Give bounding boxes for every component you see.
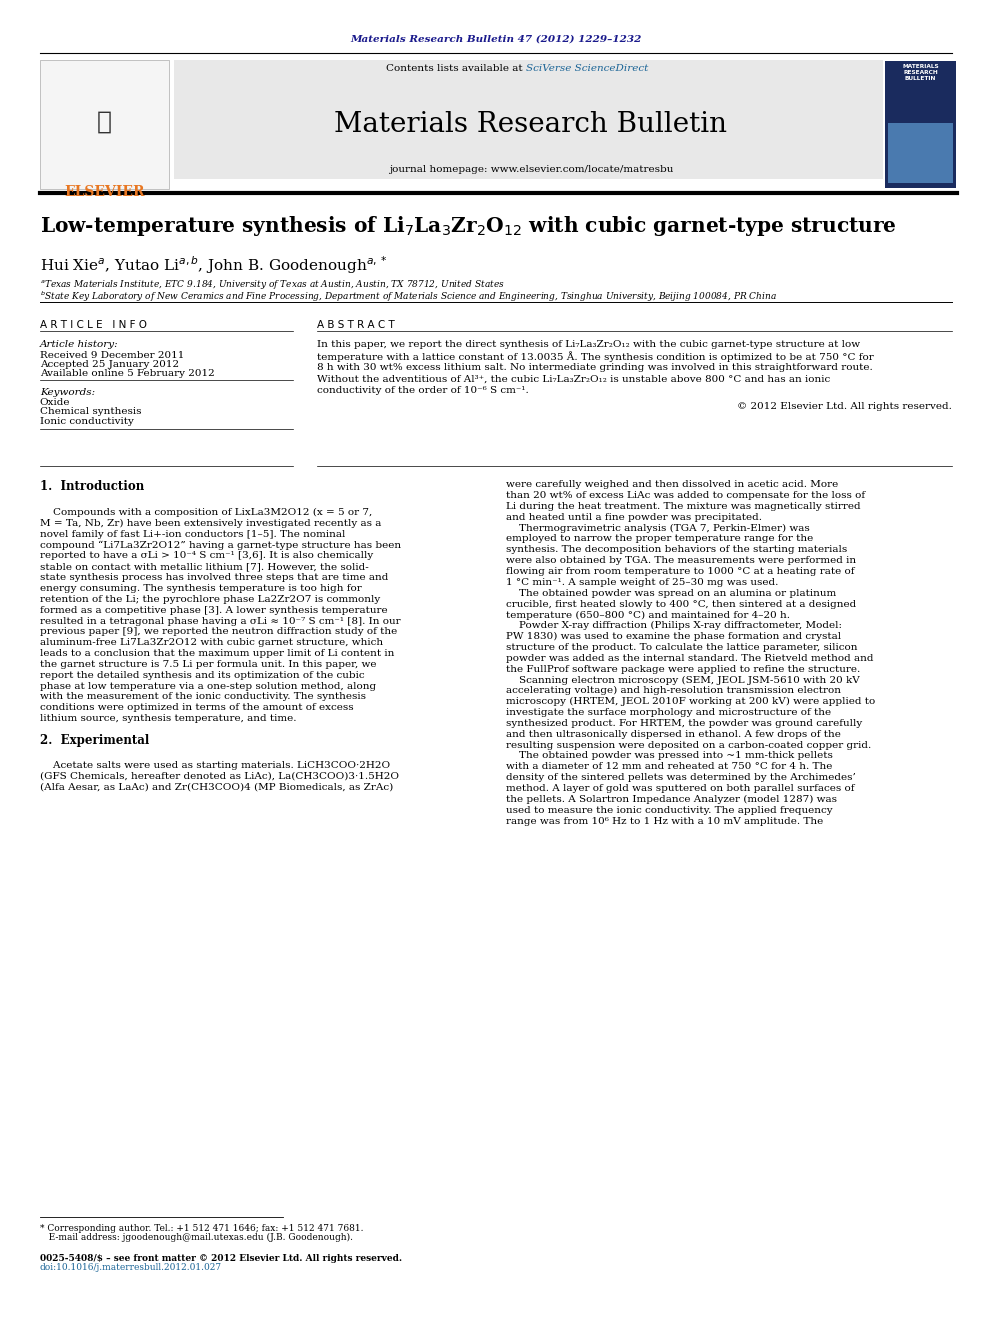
Text: Available online 5 February 2012: Available online 5 February 2012 <box>40 369 214 378</box>
Text: temperature (650–800 °C) and maintained for 4–20 h.: temperature (650–800 °C) and maintained … <box>506 610 790 619</box>
Text: crucible, first heated slowly to 400 °C, then sintered at a designed: crucible, first heated slowly to 400 °C,… <box>506 599 856 609</box>
Text: compound “Li7La3Zr2O12” having a garnet-type structure has been: compound “Li7La3Zr2O12” having a garnet-… <box>40 541 401 550</box>
Text: leads to a conclusion that the maximum upper limit of Li content in: leads to a conclusion that the maximum u… <box>40 650 394 658</box>
Text: Scanning electron microscopy (SEM, JEOL JSM-5610 with 20 kV: Scanning electron microscopy (SEM, JEOL … <box>506 676 860 684</box>
Text: accelerating voltage) and high-resolution transmission electron: accelerating voltage) and high-resolutio… <box>506 687 841 696</box>
Text: 8 h with 30 wt% excess lithium salt. No intermediate grinding was involved in th: 8 h with 30 wt% excess lithium salt. No … <box>317 363 873 372</box>
Text: Powder X-ray diffraction (Philips X-ray diffractometer, Model:: Powder X-ray diffraction (Philips X-ray … <box>506 622 842 630</box>
Text: Hui Xie$^a$, Yutao Li$^{a,b}$, John B. Goodenough$^{a,*}$: Hui Xie$^a$, Yutao Li$^{a,b}$, John B. G… <box>40 254 387 275</box>
Text: resulted in a tetragonal phase having a σLi ≈ 10⁻⁷ S cm⁻¹ [8]. In our: resulted in a tetragonal phase having a … <box>40 617 401 626</box>
Text: Ionic conductivity: Ionic conductivity <box>40 417 134 426</box>
Text: M = Ta, Nb, Zr) have been extensively investigated recently as a: M = Ta, Nb, Zr) have been extensively in… <box>40 519 381 528</box>
Text: 🌲: 🌲 <box>96 110 112 134</box>
Text: Without the adventitious of Al³⁺, the cubic Li₇La₃Zr₂O₁₂ is unstable above 800 °: Without the adventitious of Al³⁺, the cu… <box>317 374 830 384</box>
Text: Accepted 25 January 2012: Accepted 25 January 2012 <box>40 360 179 369</box>
Text: Thermogravimetric analysis (TGA 7, Perkin-Elmer) was: Thermogravimetric analysis (TGA 7, Perki… <box>506 524 809 533</box>
Text: flowing air from room temperature to 1000 °C at a heating rate of: flowing air from room temperature to 100… <box>506 568 854 576</box>
Text: Contents lists available at: Contents lists available at <box>386 64 526 73</box>
Text: The obtained powder was spread on an alumina or platinum: The obtained powder was spread on an alu… <box>506 589 836 598</box>
Text: ELSEVIER: ELSEVIER <box>63 185 145 200</box>
Text: report the detailed synthesis and its optimization of the cubic: report the detailed synthesis and its op… <box>40 671 364 680</box>
Text: MATERIALS
RESEARCH
BULLETIN: MATERIALS RESEARCH BULLETIN <box>903 64 938 81</box>
Text: phase at low temperature via a one-step solution method, along: phase at low temperature via a one-step … <box>40 681 376 691</box>
Text: The obtained powder was pressed into ~1 mm-thick pellets: The obtained powder was pressed into ~1 … <box>506 751 833 761</box>
Text: reported to have a σLi > 10⁻⁴ S cm⁻¹ [3,6]. It is also chemically: reported to have a σLi > 10⁻⁴ S cm⁻¹ [3,… <box>40 552 373 561</box>
Text: Chemical synthesis: Chemical synthesis <box>40 407 141 417</box>
Text: Low-temperature synthesis of Li$_7$La$_3$Zr$_2$O$_{12}$ with cubic garnet-type s: Low-temperature synthesis of Li$_7$La$_3… <box>40 214 897 238</box>
Text: formed as a competitive phase [3]. A lower synthesis temperature: formed as a competitive phase [3]. A low… <box>40 606 387 615</box>
Text: Materials Research Bulletin 47 (2012) 1229–1232: Materials Research Bulletin 47 (2012) 12… <box>350 34 642 44</box>
Text: stable on contact with metallic lithium [7]. However, the solid-: stable on contact with metallic lithium … <box>40 562 368 572</box>
Text: synthesized product. For HRTEM, the powder was ground carefully: synthesized product. For HRTEM, the powd… <box>506 718 862 728</box>
Text: 2.  Experimental: 2. Experimental <box>40 734 149 747</box>
Text: state synthesis process has involved three steps that are time and: state synthesis process has involved thr… <box>40 573 388 582</box>
Text: the garnet structure is 7.5 Li per formula unit. In this paper, we: the garnet structure is 7.5 Li per formu… <box>40 660 376 669</box>
Text: synthesis. The decomposition behaviors of the starting materials: synthesis. The decomposition behaviors o… <box>506 545 847 554</box>
Text: Oxide: Oxide <box>40 398 70 407</box>
Text: Acetate salts were used as starting materials. LiCH3COO·2H2O: Acetate salts were used as starting mate… <box>40 761 390 770</box>
Text: In this paper, we report the direct synthesis of Li₇La₃Zr₂O₁₂ with the cubic gar: In this paper, we report the direct synt… <box>317 340 861 349</box>
Text: Keywords:: Keywords: <box>40 388 95 397</box>
Bar <box>885 61 956 188</box>
Text: structure of the product. To calculate the lattice parameter, silicon: structure of the product. To calculate t… <box>506 643 857 652</box>
Text: previous paper [9], we reported the neutron diffraction study of the: previous paper [9], we reported the neut… <box>40 627 397 636</box>
Bar <box>174 60 883 179</box>
Text: 1.  Introduction: 1. Introduction <box>40 480 144 493</box>
Text: and then ultrasonically dispersed in ethanol. A few drops of the: and then ultrasonically dispersed in eth… <box>506 730 841 738</box>
Text: (Alfa Aesar, as LaAc) and Zr(CH3COO)4 (MP Biomedicals, as ZrAc): (Alfa Aesar, as LaAc) and Zr(CH3COO)4 (M… <box>40 782 393 791</box>
Text: with the measurement of the ionic conductivity. The synthesis: with the measurement of the ionic conduc… <box>40 692 366 701</box>
Text: than 20 wt% of excess LiAc was added to compensate for the loss of: than 20 wt% of excess LiAc was added to … <box>506 491 865 500</box>
Text: 0025-5408/$ – see front matter © 2012 Elsevier Ltd. All rights reserved.: 0025-5408/$ – see front matter © 2012 El… <box>40 1254 402 1263</box>
Text: used to measure the ionic conductivity. The applied frequency: used to measure the ionic conductivity. … <box>506 806 832 815</box>
Text: (GFS Chemicals, hereafter denoted as LiAc), La(CH3COO)3·1.5H2O: (GFS Chemicals, hereafter denoted as LiA… <box>40 771 399 781</box>
Text: journal homepage: www.elsevier.com/locate/matresbu: journal homepage: www.elsevier.com/locat… <box>389 165 673 175</box>
Text: range was from 10⁶ Hz to 1 Hz with a 10 mV amplitude. The: range was from 10⁶ Hz to 1 Hz with a 10 … <box>506 816 823 826</box>
Text: were also obtained by TGA. The measurements were performed in: were also obtained by TGA. The measureme… <box>506 556 856 565</box>
Text: method. A layer of gold was sputtered on both parallel surfaces of: method. A layer of gold was sputtered on… <box>506 785 854 792</box>
Text: © 2012 Elsevier Ltd. All rights reserved.: © 2012 Elsevier Ltd. All rights reserved… <box>737 402 952 410</box>
Text: microscopy (HRTEM, JEOL 2010F working at 200 kV) were applied to: microscopy (HRTEM, JEOL 2010F working at… <box>506 697 875 706</box>
Text: resulting suspension were deposited on a carbon-coated copper grid.: resulting suspension were deposited on a… <box>506 741 871 750</box>
Text: Compounds with a composition of LixLa3M2O12 (x = 5 or 7,: Compounds with a composition of LixLa3M2… <box>40 508 372 517</box>
Text: were carefully weighed and then dissolved in acetic acid. More: were carefully weighed and then dissolve… <box>506 480 838 490</box>
Text: retention of the Li; the pyrochlore phase La2Zr2O7 is commonly: retention of the Li; the pyrochlore phas… <box>40 595 380 603</box>
Text: lithium source, synthesis temperature, and time.: lithium source, synthesis temperature, a… <box>40 714 297 724</box>
Text: Article history:: Article history: <box>40 340 118 349</box>
Text: A B S T R A C T: A B S T R A C T <box>317 320 395 331</box>
Text: aluminum-free Li7La3Zr2O12 with cubic garnet structure, which: aluminum-free Li7La3Zr2O12 with cubic ga… <box>40 638 383 647</box>
Text: temperature with a lattice constant of 13.0035 Å. The synthesis condition is opt: temperature with a lattice constant of 1… <box>317 352 874 363</box>
Text: A R T I C L E   I N F O: A R T I C L E I N F O <box>40 320 147 331</box>
Text: conditions were optimized in terms of the amount of excess: conditions were optimized in terms of th… <box>40 704 353 712</box>
Text: the pellets. A Solartron Impedance Analyzer (model 1287) was: the pellets. A Solartron Impedance Analy… <box>506 795 837 804</box>
Bar <box>888 123 953 183</box>
Text: and heated until a fine powder was precipitated.: and heated until a fine powder was preci… <box>506 513 762 521</box>
Text: conductivity of the order of 10⁻⁶ S cm⁻¹.: conductivity of the order of 10⁻⁶ S cm⁻¹… <box>317 386 529 396</box>
Text: density of the sintered pellets was determined by the Archimedes’: density of the sintered pellets was dete… <box>506 773 856 782</box>
Text: novel family of fast Li+-ion conductors [1–5]. The nominal: novel family of fast Li+-ion conductors … <box>40 529 345 538</box>
Bar <box>40 60 169 189</box>
Text: Received 9 December 2011: Received 9 December 2011 <box>40 351 185 360</box>
Text: the FullProf software package were applied to refine the structure.: the FullProf software package were appli… <box>506 664 860 673</box>
Text: Materials Research Bulletin: Materials Research Bulletin <box>334 111 727 138</box>
Text: SciVerse ScienceDirect: SciVerse ScienceDirect <box>526 64 648 73</box>
Text: $^a$Texas Materials Institute, ETC 9.184, University of Texas at Austin, Austin,: $^a$Texas Materials Institute, ETC 9.184… <box>40 278 504 291</box>
Text: * Corresponding author. Tel.: +1 512 471 1646; fax: +1 512 471 7681.: * Corresponding author. Tel.: +1 512 471… <box>40 1224 363 1233</box>
Text: $^b$State Key Laboratory of New Ceramics and Fine Processing, Department of Mate: $^b$State Key Laboratory of New Ceramics… <box>40 290 777 304</box>
Text: 1 °C min⁻¹. A sample weight of 25–30 mg was used.: 1 °C min⁻¹. A sample weight of 25–30 mg … <box>506 578 779 587</box>
Text: energy consuming. The synthesis temperature is too high for: energy consuming. The synthesis temperat… <box>40 583 361 593</box>
Text: Li during the heat treatment. The mixture was magnetically stirred: Li during the heat treatment. The mixtur… <box>506 501 860 511</box>
Text: PW 1830) was used to examine the phase formation and crystal: PW 1830) was used to examine the phase f… <box>506 632 841 642</box>
Text: powder was added as the internal standard. The Rietveld method and: powder was added as the internal standar… <box>506 654 873 663</box>
Text: employed to narrow the proper temperature range for the: employed to narrow the proper temperatur… <box>506 534 813 544</box>
Text: with a diameter of 12 mm and reheated at 750 °C for 4 h. The: with a diameter of 12 mm and reheated at… <box>506 762 832 771</box>
Text: investigate the surface morphology and microstructure of the: investigate the surface morphology and m… <box>506 708 831 717</box>
Text: doi:10.1016/j.materresbull.2012.01.027: doi:10.1016/j.materresbull.2012.01.027 <box>40 1263 222 1273</box>
Text: E-mail address: jgoodenough@mail.utexas.edu (J.B. Goodenough).: E-mail address: jgoodenough@mail.utexas.… <box>40 1233 353 1242</box>
